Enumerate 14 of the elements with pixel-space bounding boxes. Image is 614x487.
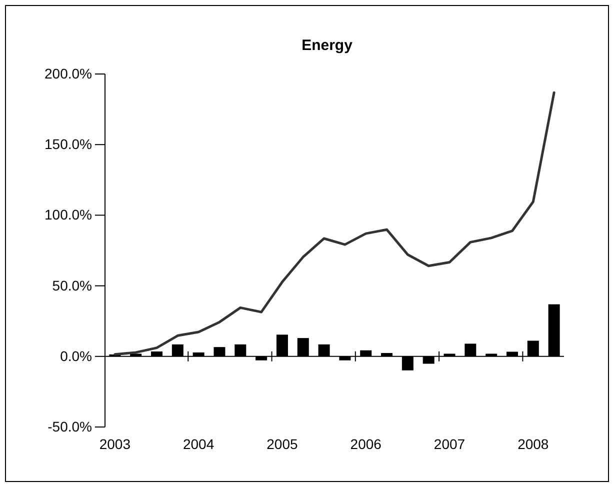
line-series bbox=[114, 91, 556, 356]
x-tick-label: 2007 bbox=[434, 436, 466, 452]
y-tick-label: -50.0% bbox=[48, 418, 92, 434]
y-tick-label: 50.0% bbox=[52, 277, 92, 294]
y-tick-label: 200.0% bbox=[44, 65, 92, 82]
y-tick-label: 0.0% bbox=[60, 348, 92, 364]
x-tick-label: 2006 bbox=[350, 436, 382, 452]
x-tick-label: 2008 bbox=[518, 436, 549, 452]
x-tick-label: 2005 bbox=[266, 436, 298, 452]
y-tick-label: 150.0% bbox=[44, 136, 92, 152]
y-tick-label: 100.0% bbox=[44, 206, 92, 223]
chart-title: Energy bbox=[302, 37, 354, 54]
x-tick-label: 2004 bbox=[183, 436, 214, 452]
x-tick-label: 2003 bbox=[99, 436, 131, 452]
